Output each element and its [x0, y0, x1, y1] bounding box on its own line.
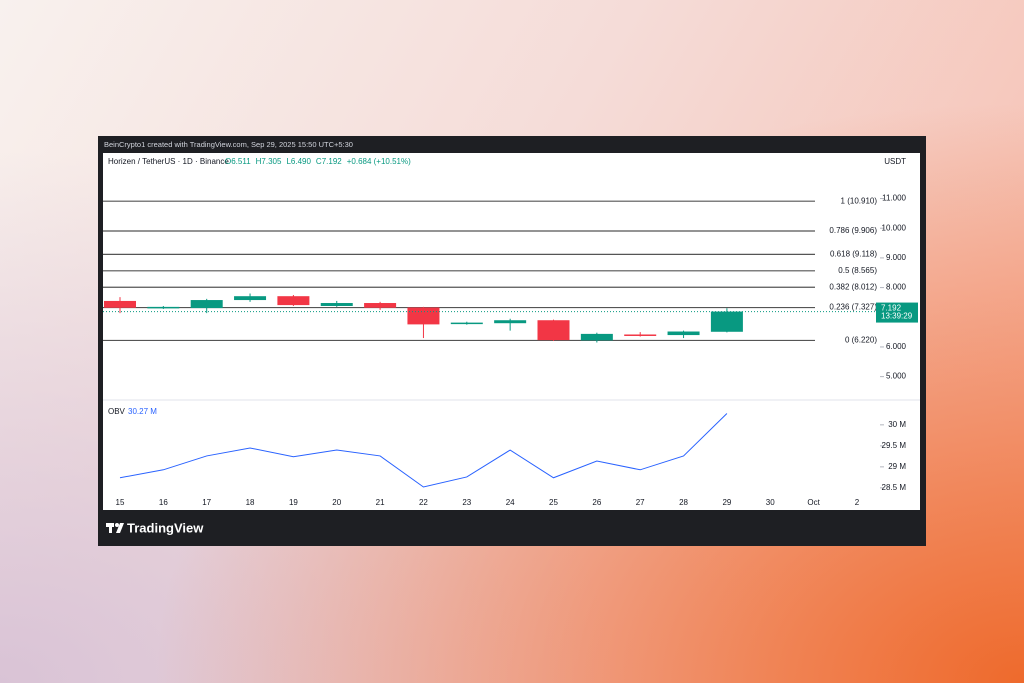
candle-body	[364, 303, 397, 308]
y-tick-label: 5.000	[886, 372, 907, 381]
x-tick-label: 30	[766, 498, 775, 507]
caption: BeinCrypto1 created with TradingView.com…	[104, 140, 353, 149]
candle-body	[234, 296, 267, 301]
x-tick-label: 2	[855, 498, 860, 507]
price-tag-value: 7.192	[881, 304, 902, 313]
ohlc-value: +0.684 (+10.51%)	[347, 157, 411, 166]
price-tag	[876, 302, 918, 323]
candle-body	[277, 296, 310, 306]
y-tick-label: 11.000	[882, 194, 906, 203]
fib-label: 0.5 (8.565)	[838, 266, 877, 275]
y-tick-label: 6.000	[886, 342, 907, 351]
x-tick-label: 26	[592, 498, 601, 507]
candle-body	[147, 306, 180, 309]
obv-value: 30.27 M	[128, 407, 157, 416]
fib-label: 0.618 (9.118)	[830, 250, 877, 259]
brand: TradingView	[127, 520, 204, 535]
candle-body	[450, 322, 483, 325]
obv-name: OBV	[108, 407, 126, 416]
x-tick-label: 15	[116, 498, 125, 507]
x-tick-label: 21	[376, 498, 385, 507]
x-tick-label: 16	[159, 498, 168, 507]
price-tag-countdown: 13:39:29	[881, 312, 913, 321]
candle-body	[494, 320, 527, 324]
x-tick-label: 27	[636, 498, 645, 507]
y-tick-label: 28.5 M	[882, 483, 907, 492]
fib-label: 1 (10.910)	[841, 196, 878, 205]
candle-body	[710, 311, 743, 332]
candle-body	[407, 307, 440, 325]
candle-body	[190, 300, 223, 309]
x-tick-label: 29	[722, 498, 731, 507]
x-tick-label: 18	[246, 498, 255, 507]
candle-body	[320, 303, 353, 306]
y-tick-label: 29 M	[888, 462, 906, 471]
x-tick-label: 22	[419, 498, 428, 507]
x-tick-label: 19	[289, 498, 298, 507]
y-tick-label: 10.000	[882, 223, 907, 232]
y-tick-label: 9.000	[886, 253, 907, 262]
x-tick-label: 28	[679, 498, 688, 507]
fib-label: 0 (6.220)	[845, 336, 877, 345]
y-tick-label: 8.000	[886, 283, 907, 292]
candle-body	[667, 331, 700, 336]
ohlc-value: L6.490	[286, 157, 311, 166]
ohlc-value: H7.305	[256, 157, 282, 166]
y-tick-label: 29.5 M	[882, 441, 907, 450]
ohlc-value: O6.511	[225, 157, 251, 166]
x-tick-label: 25	[549, 498, 558, 507]
x-tick-label: 20	[332, 498, 341, 507]
ohlc-value: C7.192	[316, 157, 342, 166]
x-tick-label: 24	[506, 498, 515, 507]
candle-body	[580, 333, 613, 341]
x-tick-label: 17	[202, 498, 211, 507]
candle-body	[104, 300, 136, 308]
chart-area	[103, 153, 920, 510]
fib-label: 0.786 (9.906)	[829, 226, 877, 235]
candle-body	[624, 334, 657, 336]
symbol-title: Horizen / TetherUS · 1D · Binance	[108, 157, 229, 166]
fib-label: 0.236 (7.327)	[829, 303, 877, 312]
brand-logo	[106, 523, 124, 533]
obv-line	[119, 413, 728, 488]
currency: USDT	[884, 157, 906, 166]
x-tick-label: 23	[462, 498, 471, 507]
y-tick-label: 30 M	[888, 420, 906, 429]
x-tick-label: Oct	[807, 498, 820, 507]
candle-body	[537, 320, 570, 341]
fib-label: 0.382 (8.012)	[829, 282, 877, 291]
